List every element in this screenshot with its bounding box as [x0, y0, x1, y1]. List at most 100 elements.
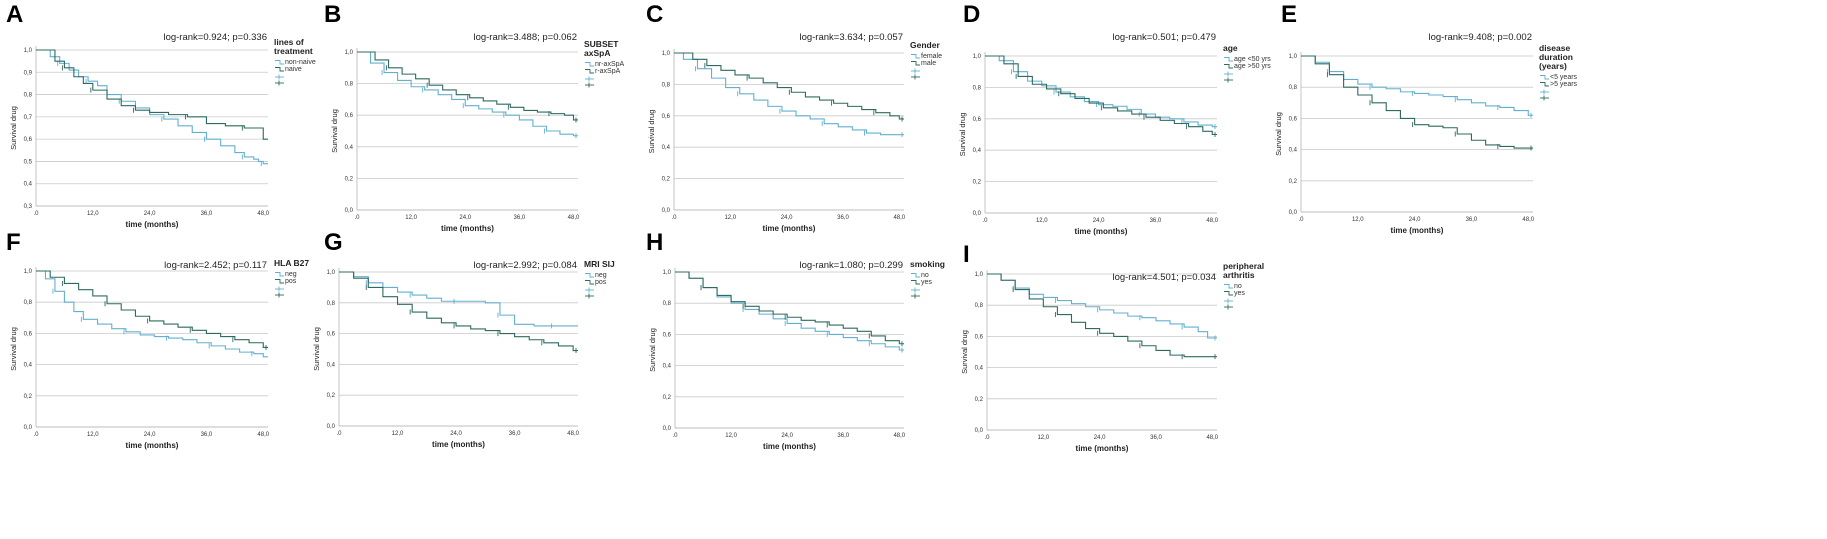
- panel-letter: A: [6, 1, 23, 28]
- legend-item-2: r-axSpA: [595, 68, 621, 75]
- legend-swatch-1: [275, 60, 284, 65]
- x-tick-label: 48,0: [893, 433, 905, 439]
- y-tick-label: 0,8: [327, 301, 336, 307]
- legend-swatch-2: [585, 69, 594, 74]
- y-tick-label: 0,6: [975, 334, 984, 340]
- y-tick-label: 0,2: [975, 397, 984, 403]
- x-axis-label: time (months): [432, 440, 485, 449]
- x-tick-label: .0: [1298, 217, 1304, 223]
- y-axis-label: Survival drug: [9, 106, 18, 150]
- panel-letter: H: [646, 229, 663, 256]
- log-rank-stat: log-rank=2.992; p=0.084: [473, 260, 577, 271]
- x-tick-label: 36,0: [1150, 435, 1162, 441]
- y-tick-label: 0,6: [327, 332, 336, 338]
- x-tick-label: 36,0: [201, 211, 213, 217]
- series-line-2: [675, 271, 904, 345]
- y-tick-label: 0,4: [663, 364, 672, 370]
- y-tick-label: 0,6: [24, 137, 33, 143]
- legend-swatch-1: [911, 273, 920, 278]
- series-line-2: [339, 271, 578, 352]
- legend-title: Gender: [910, 40, 940, 50]
- y-tick-label: 0,6: [345, 113, 354, 119]
- y-tick-label: 0,6: [662, 114, 671, 120]
- legend-title: SUBSET axSpA: [584, 39, 619, 58]
- y-tick-label: 0,6: [973, 117, 982, 123]
- y-axis-label: Survival drug: [960, 330, 969, 374]
- x-tick-label: .0: [336, 431, 342, 437]
- y-tick-label: 0,2: [327, 393, 336, 399]
- panel-i: I 0,0 0,2 0,4 0,6 0,8 1,0 .0 12,0 24,0 36,0 48,0 tim…: [960, 241, 1264, 453]
- log-rank-stat: log-rank=3.634; p=0.057: [799, 32, 903, 43]
- y-tick-label: 0,8: [663, 301, 672, 307]
- y-axis-label: Survival drug: [647, 110, 656, 154]
- panel-h: H 0,0 0,2 0,4 0,6 0,8 1,0 .0 12,0 24,0 36,0 48,0 tim…: [646, 229, 945, 451]
- x-tick-label: 12,0: [1352, 217, 1364, 223]
- x-tick-label: .0: [354, 215, 360, 221]
- legend-item-1: neg: [595, 272, 607, 279]
- series-line-2: [357, 51, 578, 121]
- y-tick-label: 0,6: [24, 331, 33, 337]
- y-tick-label: 0,4: [327, 362, 336, 368]
- x-tick-label: 24,0: [459, 215, 471, 221]
- x-tick-label: .0: [982, 218, 988, 224]
- panel-letter: G: [324, 229, 343, 256]
- legend-item-2: naive: [285, 66, 302, 73]
- legend-title: smoking: [910, 259, 945, 269]
- x-tick-label: .0: [33, 432, 39, 438]
- legend-item-2: pos: [285, 278, 297, 285]
- x-tick-label: 36,0: [837, 215, 849, 221]
- x-tick-label: 48,0: [893, 215, 905, 221]
- legend-swatch-2: [585, 280, 594, 285]
- x-axis-label: time (months): [1391, 226, 1444, 235]
- x-axis-label: time (months): [441, 224, 494, 233]
- series-line-1: [985, 55, 1217, 128]
- y-tick-label: 0,2: [345, 176, 354, 182]
- y-tick-label: 1,0: [327, 270, 336, 276]
- x-tick-label: 36,0: [201, 432, 213, 438]
- y-tick-label: 0,6: [1289, 116, 1298, 122]
- panel-d: D 0,0 0,2 0,4 0,6 0,8 1,0 .0 12,0 24,0 36,0 48,0 tim…: [958, 1, 1271, 236]
- log-rank-stat: log-rank=4.501; p=0.034: [1112, 272, 1216, 283]
- y-tick-label: 0,2: [662, 177, 671, 183]
- y-tick-label: 0,0: [975, 428, 984, 434]
- log-rank-stat: log-rank=1.080; p=0.299: [799, 260, 903, 271]
- x-tick-label: 36,0: [514, 215, 526, 221]
- y-tick-label: 1,0: [663, 270, 672, 276]
- y-tick-label: 0,0: [1289, 210, 1298, 216]
- panel-letter: B: [324, 1, 341, 28]
- legend-swatch-2: [275, 67, 284, 72]
- legend-item-1: no: [921, 272, 929, 279]
- y-tick-label: 0,0: [345, 208, 354, 214]
- series-line-1: [36, 49, 268, 165]
- x-axis-label: time (months): [763, 442, 816, 451]
- y-tick-label: 0,5: [24, 159, 33, 165]
- y-tick-label: 0,8: [24, 300, 33, 306]
- series-line-1: [674, 52, 904, 136]
- x-tick-label: 12,0: [87, 432, 99, 438]
- panel-b: B 0,0 0,2 0,4 0,6 0,8 1,0 .0 12,0 24,0 36,0 48,0 tim…: [324, 1, 625, 233]
- y-tick-label: 0,2: [24, 394, 33, 400]
- x-tick-label: 24,0: [1094, 435, 1106, 441]
- x-tick-label: 48,0: [1522, 217, 1534, 223]
- legend-swatch-2: [911, 280, 920, 285]
- panel-letter: I: [963, 241, 970, 268]
- series-line-1: [357, 51, 578, 137]
- y-tick-label: 0,4: [345, 145, 354, 151]
- y-tick-label: 0,0: [973, 211, 982, 217]
- x-tick-label: 24,0: [1409, 217, 1421, 223]
- legend-title: age: [1223, 43, 1238, 53]
- legend-item-2: male: [921, 60, 936, 67]
- series-line-2: [987, 273, 1217, 358]
- y-tick-label: 0,4: [662, 145, 671, 151]
- y-axis-label: Survival drug: [9, 327, 18, 371]
- y-axis-label: Survival drug: [312, 327, 321, 371]
- y-tick-label: 0,2: [1289, 179, 1298, 185]
- y-tick-label: 0,4: [1289, 148, 1298, 154]
- x-tick-label: 24,0: [781, 433, 793, 439]
- x-tick-label: .0: [671, 215, 677, 221]
- series-line-2: [985, 55, 1217, 136]
- x-axis-label: time (months): [1076, 444, 1129, 453]
- series-line-2: [36, 270, 268, 348]
- legend-title: MRI SIJ: [584, 259, 615, 269]
